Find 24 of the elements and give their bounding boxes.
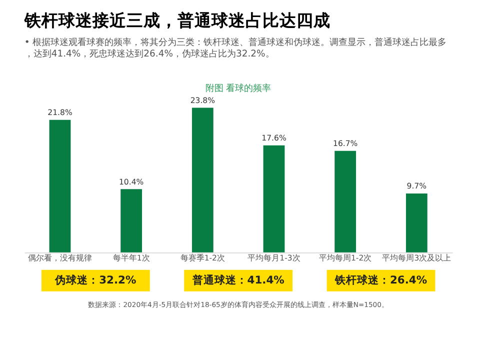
data-label: 21.8% [48,108,72,118]
text: 附图 看球的频率 [205,82,272,94]
data-label: 16.7% [332,139,358,148]
bar [263,145,285,252]
data-label: 23.8% [190,96,215,105]
x-tick-label: 平均每月1-3次 [248,254,300,263]
x-tick-label: 平均每周1-2次 [318,254,372,263]
bar [334,150,356,252]
x-tick-label: 每赛季1-2次 [180,254,226,263]
bar [49,120,71,252]
x-tick-label: 平均每周3次及以上 [382,254,452,263]
x-tick-label: 偶尔看，没有规律 [28,254,92,263]
data-label: 17.6% [262,134,286,143]
text: 伪球迷：32.2% [54,274,136,287]
bar [192,108,214,252]
data-label: 9.7% [406,182,427,191]
chart-subtitle: • 根据球迷观看球赛的频率，将其分为三类：铁杆球迷、普通球迷和伪球迷。调查显示，普通球迷占比最多，达到41.4%，死忠球迷达到26.4%，伪球迷占比为32.2%。 [24,37,447,60]
data-label: 10.4% [118,177,144,186]
text: 铁杆球迷：26.4% [334,274,428,287]
x-tick-label: 每半年1次 [112,254,150,263]
bar [406,193,428,252]
chart-title: 铁杆球迷接近三成，普通球迷占比达四成 [23,10,330,30]
text: 普通球迷：41.4% [191,274,285,287]
bar [120,189,142,252]
